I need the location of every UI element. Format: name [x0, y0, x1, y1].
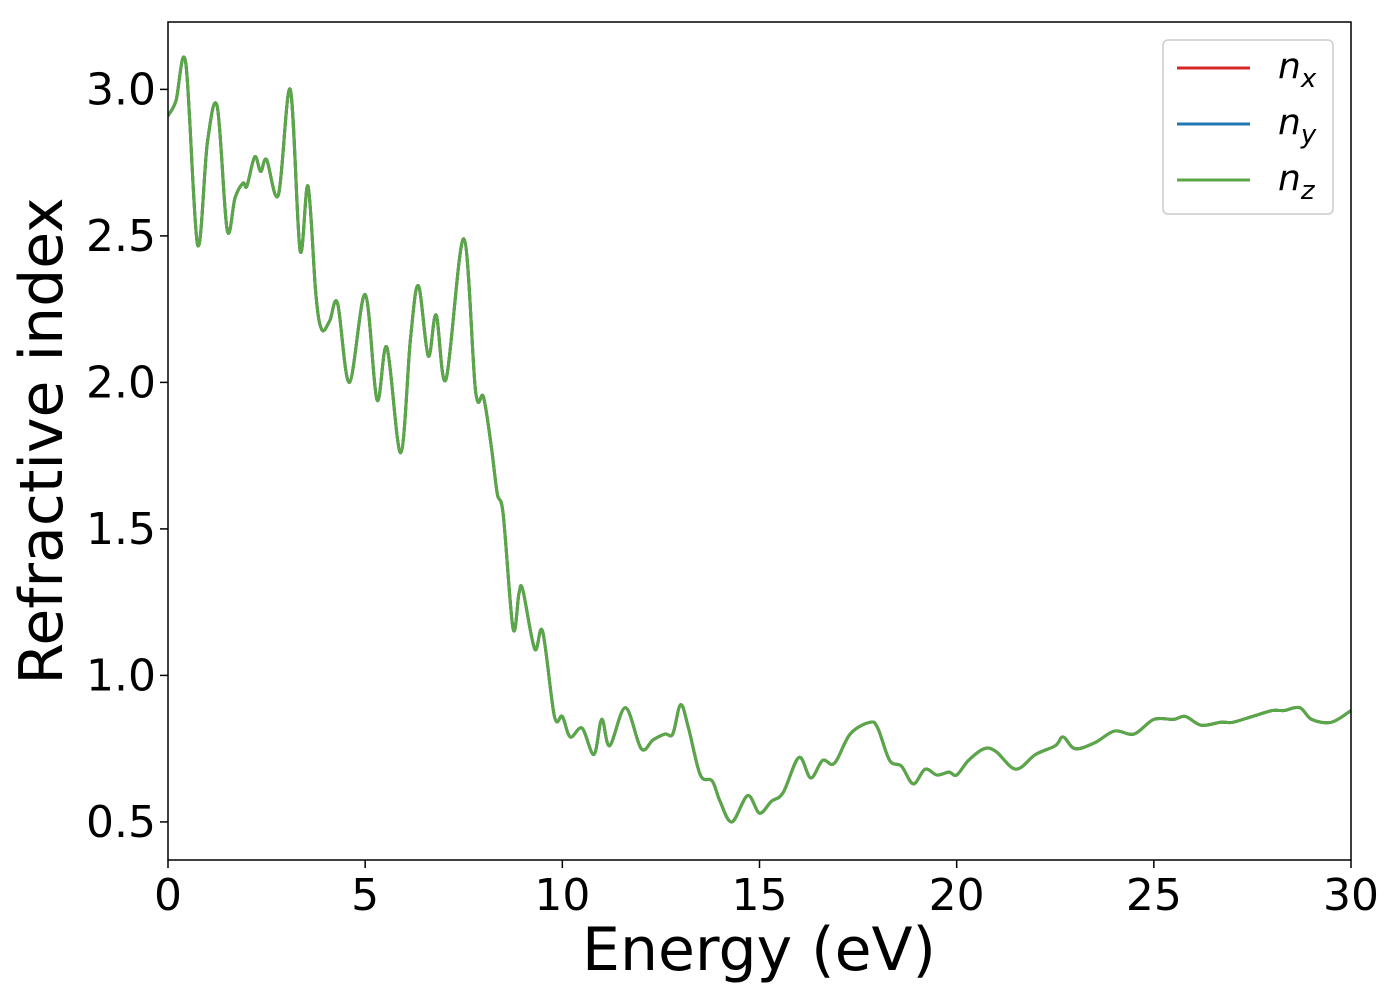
series-layer: [168, 55, 1351, 824]
x-tick-label: 0: [154, 870, 182, 921]
y-tick-label: 2.0: [86, 357, 156, 408]
legend-label-ny: ny: [1278, 102, 1317, 150]
x-tick-label: 10: [534, 870, 590, 921]
x-tick-label: 15: [732, 870, 788, 921]
x-axis-title: Energy (eV): [582, 915, 936, 985]
y-tick-label: 0.5: [86, 797, 156, 848]
legend: nx ny nz: [1162, 39, 1334, 215]
x-axis: 0 5 10 15 20 25 30: [154, 860, 1379, 921]
series-line-nz: [168, 55, 1351, 824]
x-tick-label: 30: [1323, 870, 1379, 921]
y-tick-label: 1.5: [86, 504, 156, 555]
plot-area: [167, 21, 1352, 861]
y-tick-label: 2.5: [86, 211, 156, 262]
y-axis: 0.5 1.0 1.5 2.0 2.5 3.0: [86, 64, 168, 848]
x-tick-label: 25: [1126, 870, 1182, 921]
x-tick-label: 20: [929, 870, 985, 921]
y-tick-label: 1.0: [86, 650, 156, 701]
y-axis-title: Refractive index: [7, 197, 77, 684]
y-tick-label: 3.0: [86, 64, 156, 115]
legend-label-nx: nx: [1278, 46, 1317, 94]
x-tick-label: 5: [351, 870, 379, 921]
legend-box: [1162, 39, 1334, 215]
legend-label-nz: nz: [1278, 158, 1316, 206]
